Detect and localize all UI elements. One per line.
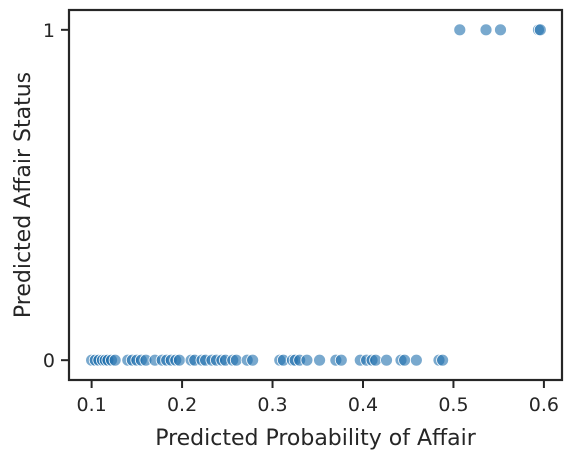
data-point <box>398 353 412 367</box>
data-point <box>479 23 493 37</box>
data-point <box>494 23 507 37</box>
x-tick-label: 0.3 <box>257 394 287 416</box>
x-tick-label: 0.1 <box>77 394 107 416</box>
x-tick-label: 0.4 <box>348 394 378 416</box>
data-point <box>108 353 122 367</box>
data-point <box>380 353 393 367</box>
data-point <box>246 353 260 367</box>
x-axis-label: Predicted Probability of Affair <box>155 426 477 451</box>
y-axis-label: Predicted Affair Status <box>11 72 36 318</box>
data-point <box>300 353 314 367</box>
y-tick-label: 0 <box>43 350 55 372</box>
data-point <box>172 353 186 367</box>
data-point <box>369 353 383 367</box>
x-tick-label: 0.2 <box>167 394 197 416</box>
data-point <box>436 353 449 367</box>
axis-ticks: 0.1 0.2 0.3 0.4 0.5 0.6 0 1 <box>43 20 559 416</box>
data-points <box>85 23 547 367</box>
data-point <box>334 353 348 367</box>
data-point <box>409 353 423 367</box>
data-point <box>229 353 243 367</box>
data-point <box>533 23 547 37</box>
x-tick-label: 0.6 <box>529 394 559 416</box>
data-point <box>453 23 467 37</box>
y-tick-label: 1 <box>43 20 55 42</box>
plot-frame <box>67 8 564 382</box>
x-tick-label: 0.5 <box>438 394 468 416</box>
data-point <box>313 353 326 367</box>
